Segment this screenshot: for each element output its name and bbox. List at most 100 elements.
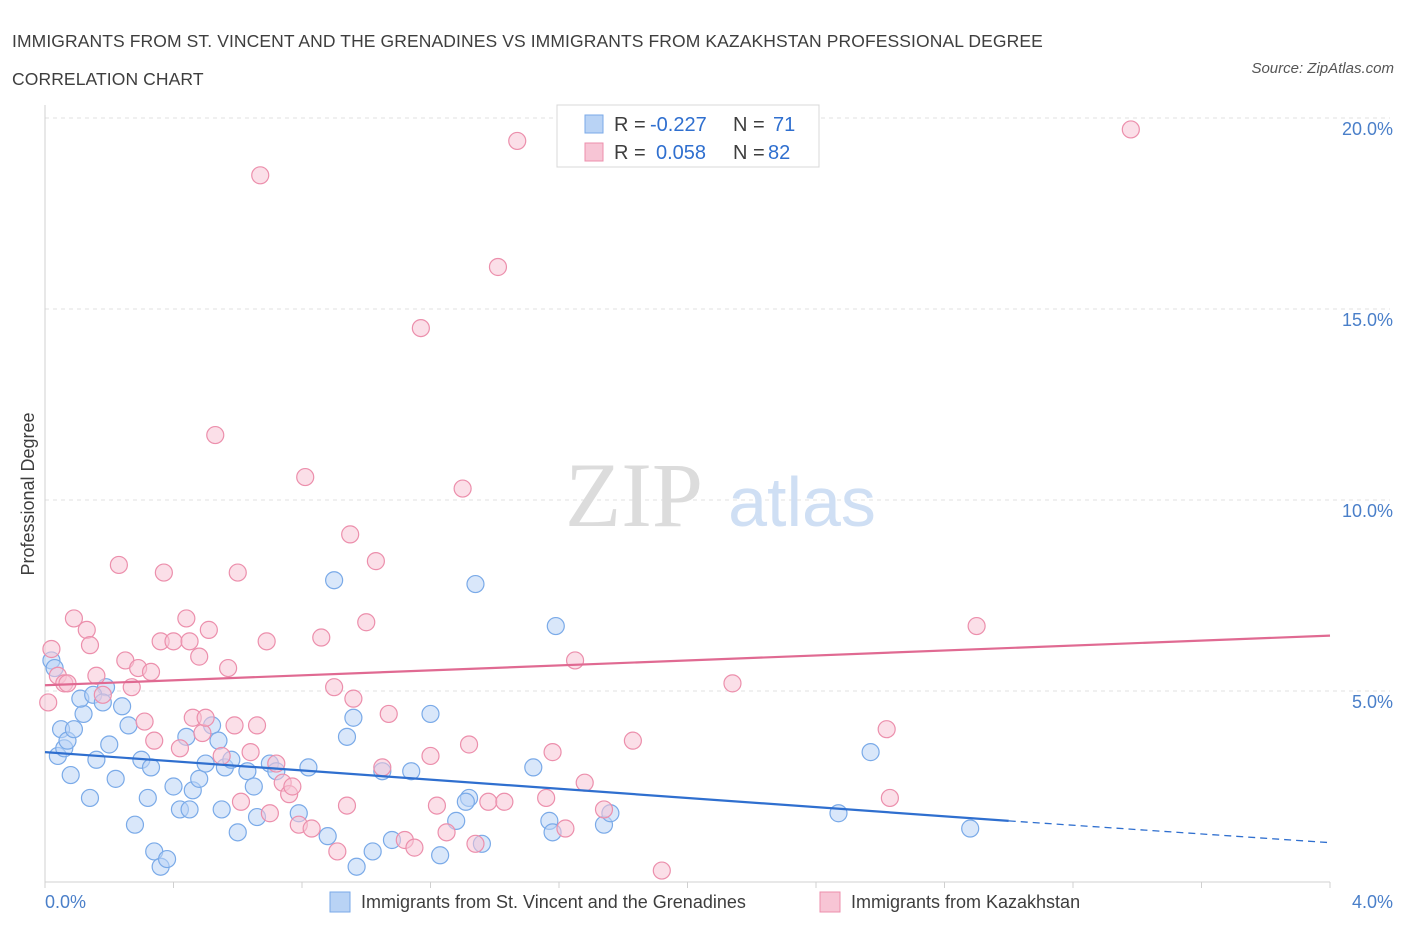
pink-point-37	[260, 804, 279, 823]
blue-point-55	[861, 743, 880, 762]
pink-point-56	[411, 319, 430, 338]
legend-r-value-2: 0.058	[656, 142, 706, 164]
pink-point-30	[225, 716, 244, 735]
x-tick-label-1: 4.0%	[1352, 892, 1393, 912]
pink-point-31	[228, 563, 247, 582]
trend-layer	[44, 634, 1331, 844]
pink-point-17	[154, 563, 173, 582]
pink-point-14	[141, 662, 161, 682]
pink-point-80	[344, 689, 363, 708]
blue-point-48	[524, 758, 543, 777]
blue-point-24	[209, 731, 228, 750]
blue-point-34	[318, 827, 337, 846]
blue-point-61	[125, 815, 145, 834]
series-legend: Immigrants from St. Vincent and the Gren…	[329, 891, 1080, 913]
blue-point-62	[141, 758, 161, 777]
pink-point-75	[723, 674, 742, 693]
pink-point-61	[459, 735, 479, 754]
pink-point-9	[109, 555, 128, 575]
blue-point-37	[344, 708, 363, 727]
y-tick-label-1: 10.0%	[1342, 501, 1393, 521]
legend-swatch-blue	[584, 114, 604, 134]
blue-point-70	[456, 792, 475, 811]
pink-point-47	[328, 842, 347, 861]
pink-point-67	[537, 788, 556, 808]
pink-trend-line	[44, 634, 1331, 687]
pink-point-43	[296, 467, 315, 487]
blue-point-64	[180, 800, 199, 819]
blue-point-33	[299, 758, 318, 777]
pink-point-74	[652, 861, 671, 880]
watermark-atlas: atlas	[728, 463, 876, 541]
pink-point-21	[180, 632, 199, 651]
legend-swatch-pink	[584, 142, 604, 162]
y-tick-layer: 5.0% 10.0% 15.0% 20.0%	[1342, 119, 1393, 712]
legend-n-label-1: N =	[733, 114, 765, 136]
blue-point-11	[112, 697, 132, 716]
pink-point-62	[466, 834, 485, 853]
pink-point-20	[177, 609, 196, 628]
pink-point-32	[231, 792, 251, 811]
pink-point-69	[556, 819, 575, 838]
grid-layer	[45, 117, 1390, 692]
pink-point-15	[145, 731, 164, 750]
pink-point-57	[421, 746, 440, 766]
correlation-legend: R = -0.227 N = 71 R = 0.058 N = 82	[556, 104, 820, 168]
blue-point-39	[363, 842, 382, 861]
pink-point-7	[87, 666, 106, 685]
pink-point-35	[251, 166, 270, 185]
blue-point-42	[421, 704, 440, 724]
blue-point-41	[402, 762, 421, 781]
series-legend-label-blue: Immigrants from St. Vincent and the Gren…	[361, 892, 746, 912]
y-tick-label-0: 5.0%	[1352, 692, 1393, 712]
legend-r-label-1: R =	[614, 114, 646, 136]
blue-trend-line	[44, 751, 1009, 822]
x-tick-label-0: 0.0%	[45, 892, 86, 912]
pink-point-77	[880, 788, 899, 808]
blue-point-66	[64, 720, 84, 739]
pink-point-51	[366, 552, 385, 571]
pink-point-46	[325, 678, 344, 697]
pink-point-8	[93, 685, 112, 704]
blue-point-6	[74, 704, 93, 724]
blue-point-12	[119, 716, 138, 735]
pink-point-79	[1121, 120, 1140, 139]
pink-point-41	[283, 777, 302, 796]
pink-point-19	[170, 739, 190, 758]
blue-point-10	[106, 769, 125, 788]
watermark: ZIP atlas	[565, 444, 876, 546]
blue-point-63	[164, 777, 183, 796]
pink-point-4	[64, 609, 84, 628]
pink-point-73	[623, 731, 642, 750]
chart-title: IMMIGRANTS FROM ST. VINCENT AND THE GREN…	[12, 31, 1043, 89]
pink-point-55	[405, 838, 424, 857]
y-tick-label-3: 20.0%	[1342, 119, 1393, 139]
blue-point-17	[157, 849, 177, 869]
pink-point-24	[193, 723, 212, 743]
pink-point-13	[135, 712, 154, 731]
legend-r-label-2: R =	[614, 142, 646, 164]
pink-point-64	[488, 257, 508, 277]
blue-point-67	[212, 800, 231, 819]
series-legend-swatch-pink	[819, 891, 841, 913]
watermark-zip: ZIP	[565, 444, 703, 546]
blue-point-56	[961, 819, 980, 838]
source-label: Source: ZipAtlas.com	[1251, 60, 1394, 77]
pink-point-0	[39, 693, 58, 712]
pink-point-29	[219, 658, 238, 678]
blue-point-8	[87, 750, 106, 769]
pink-point-68	[543, 743, 562, 762]
x-tick-layer: 0.0% 4.0%	[45, 892, 1393, 912]
pink-point-58	[427, 796, 447, 815]
pink-point-48	[337, 796, 357, 815]
pink-point-66	[508, 131, 527, 151]
series-legend-swatch-blue	[329, 891, 351, 913]
y-tick-label-2: 15.0%	[1342, 310, 1393, 330]
blue-point-27	[228, 823, 247, 842]
pink-point-28	[212, 746, 231, 766]
series-legend-label-pink: Immigrants from Kazakhstan	[851, 892, 1080, 912]
blue-point-60	[100, 735, 119, 754]
blue-point-7	[80, 788, 100, 808]
pink-point-65	[495, 792, 514, 811]
